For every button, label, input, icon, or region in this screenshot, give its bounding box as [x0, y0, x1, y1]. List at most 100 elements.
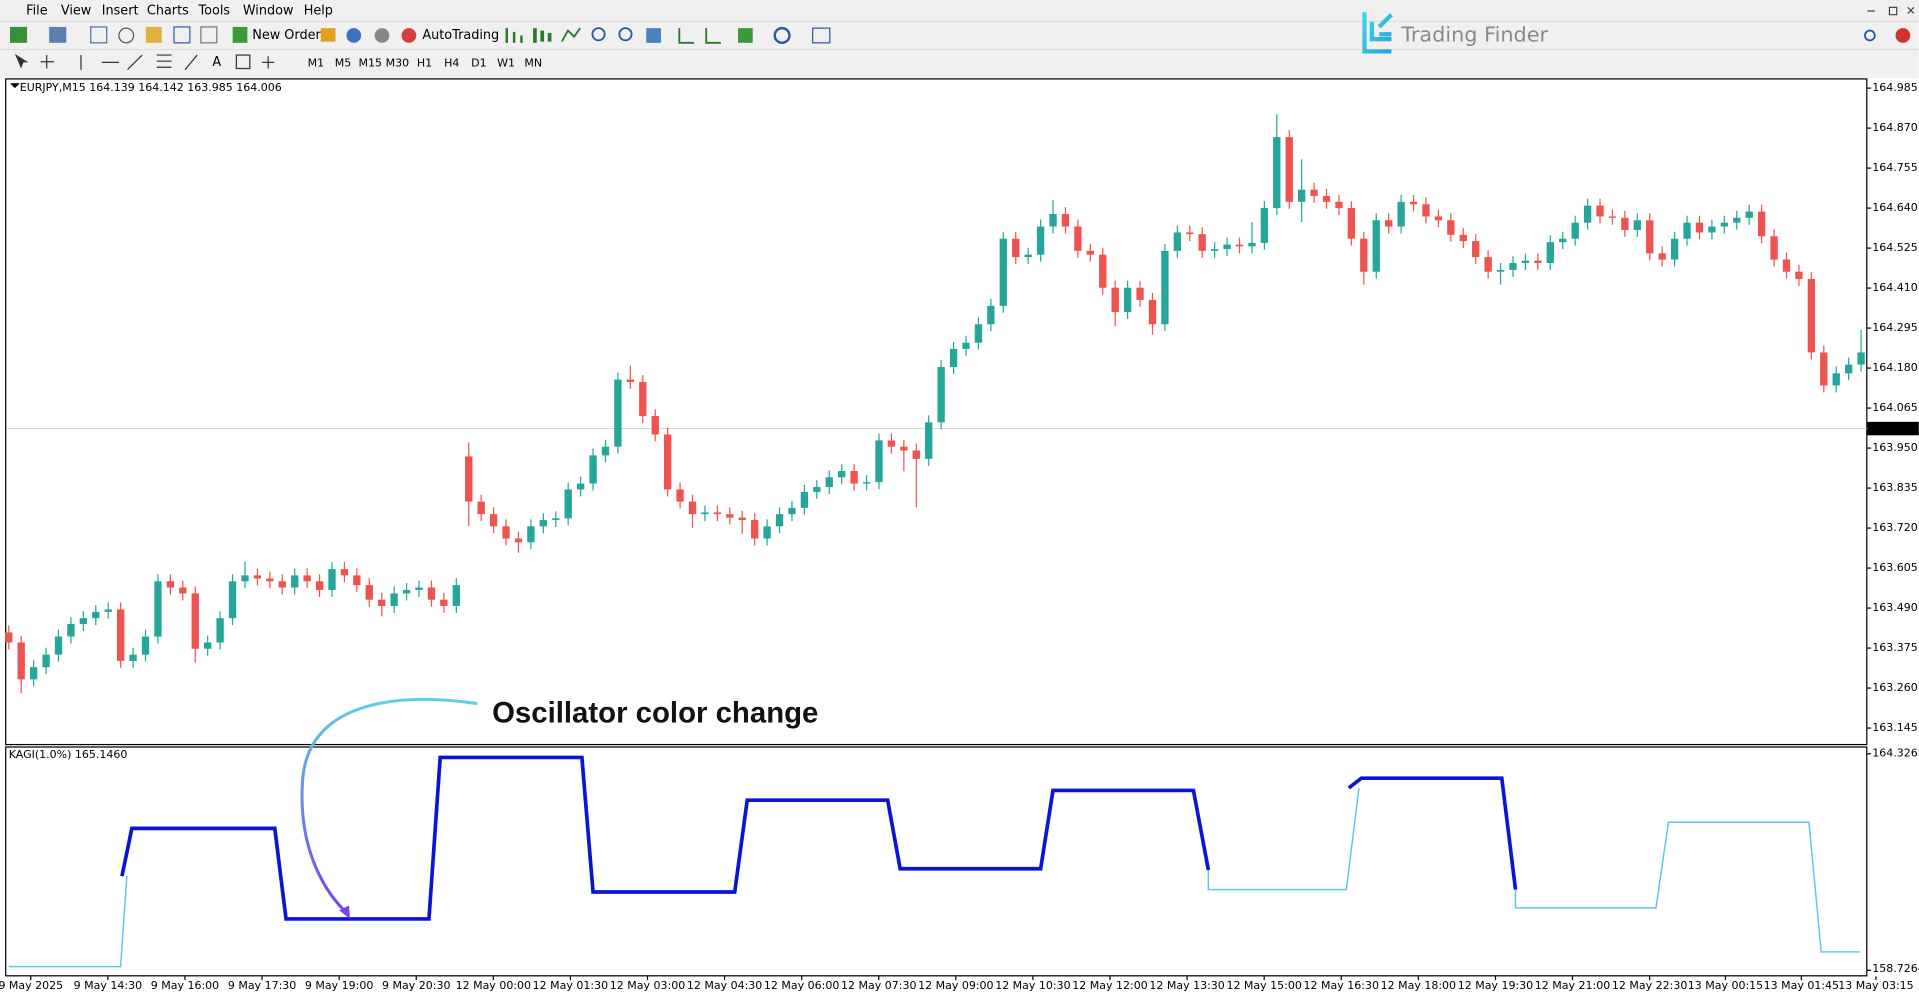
kagi-line	[120, 755, 1518, 921]
candle-body	[663, 434, 672, 490]
candle-body	[1608, 216, 1617, 218]
x-tick-label: 9 May 14:30	[74, 979, 142, 992]
terminal-icon[interactable]	[173, 26, 191, 44]
timeframe-button[interactable]: H1	[417, 57, 432, 70]
candle-body	[1335, 201, 1343, 209]
candle-body	[278, 581, 286, 588]
timeframe-button[interactable]: W1	[497, 57, 515, 70]
candle-body	[1012, 238, 1020, 258]
tester-icon[interactable]	[200, 26, 218, 44]
text-tool[interactable]: A	[212, 55, 221, 70]
drawing-tools[interactable]	[80, 54, 198, 71]
candle-body	[502, 526, 510, 539]
candle-body	[1223, 244, 1231, 250]
candle-body	[465, 456, 473, 502]
new-chart-icon[interactable]	[9, 26, 28, 43]
candle-body	[54, 636, 63, 655]
y-tick-label: 164.065	[1872, 401, 1918, 414]
shift-icon[interactable]	[705, 28, 721, 44]
timeframe-button[interactable]: M30	[386, 57, 410, 70]
signals-icon[interactable]	[346, 28, 362, 43]
templates-icon[interactable]	[812, 27, 831, 44]
autotrading-icon[interactable]	[401, 28, 417, 43]
label-tool[interactable]	[235, 54, 251, 70]
tile-icon[interactable]	[646, 28, 661, 43]
menu-item[interactable]: View	[61, 4, 91, 19]
candle-body	[937, 367, 945, 423]
candle-body	[1472, 241, 1480, 258]
periods-icon[interactable]	[773, 26, 791, 45]
line-icon[interactable]	[561, 27, 581, 43]
candle-body	[29, 667, 38, 680]
candle-body	[1807, 279, 1816, 353]
indicators-icon[interactable]	[738, 28, 753, 43]
menu-item[interactable]: Window	[243, 4, 294, 19]
timeframe-button[interactable]: D1	[471, 57, 486, 70]
price-pane	[5, 78, 1868, 746]
y-tick-label: 163.145	[1872, 721, 1918, 734]
candle-body	[999, 238, 1007, 306]
y-tick-label: 164.985	[1872, 81, 1918, 94]
window-buttons[interactable]	[1867, 6, 1915, 16]
candle-icon[interactable]	[533, 28, 552, 43]
candle-body	[1583, 205, 1592, 223]
menu-item[interactable]: File	[26, 4, 48, 19]
x-tick-label: 9 May 2025	[0, 979, 63, 992]
new-order-icon[interactable]	[232, 26, 248, 43]
cursor-icon[interactable]	[14, 53, 29, 69]
candle-body	[1024, 254, 1032, 258]
candle-body	[900, 446, 908, 451]
candle-body	[1136, 287, 1144, 300]
autotrading-button[interactable]: AutoTrading	[422, 28, 499, 43]
navigator-icon[interactable]	[145, 26, 162, 43]
candle-body	[775, 514, 784, 527]
x-tick-label: 12 May 12:00	[1072, 979, 1147, 992]
notification-icon[interactable]	[1895, 28, 1911, 43]
timeframe-button[interactable]: M15	[358, 57, 381, 70]
menu-item[interactable]: Tools	[198, 4, 231, 19]
y-tick-label: 163.835	[1872, 481, 1918, 494]
zoom-in-icon[interactable]	[591, 27, 606, 42]
candle-body	[912, 450, 920, 459]
x-tick-label: 12 May 06:00	[764, 979, 839, 992]
search-icon[interactable]	[1864, 29, 1876, 42]
candle-body	[974, 324, 983, 343]
candle-body	[129, 654, 137, 661]
candle-body	[315, 581, 324, 590]
autoscroll-icon[interactable]	[678, 28, 694, 44]
candle-body	[788, 507, 796, 515]
profiles-icon[interactable]	[49, 26, 67, 43]
kagi-line	[8, 787, 1860, 968]
market-icon[interactable]	[374, 28, 390, 43]
toolbar: New Order AutoTrading A	[9, 26, 831, 71]
timeframes: M1 M5 M15 M30 H1 H4 D1 W1 MN	[308, 57, 542, 70]
new-order-button[interactable]: New Order	[252, 28, 321, 43]
bar-chart-icon[interactable]	[505, 28, 523, 43]
y-tick-label: 164.755	[1872, 161, 1918, 174]
timeframe-button[interactable]: MN	[524, 57, 542, 70]
zoom-out-icon[interactable]	[618, 27, 633, 42]
menu-item[interactable]: Charts	[147, 4, 189, 19]
window-controls	[1864, 6, 1915, 43]
timeframe-button[interactable]: M5	[335, 57, 351, 70]
timeframe-button[interactable]: M1	[308, 57, 325, 70]
candle-body	[1148, 299, 1157, 325]
crosshair-icon[interactable]	[40, 55, 55, 69]
market-watch-icon[interactable]	[90, 26, 108, 44]
menu-item[interactable]: Help	[304, 4, 333, 19]
candle-body	[962, 342, 970, 349]
arrows-tool[interactable]	[262, 56, 275, 69]
data-window-icon[interactable]	[118, 27, 135, 44]
candle-body	[1670, 238, 1679, 260]
x-tick-label: 12 May 13:30	[1149, 979, 1224, 992]
metaeditor-icon[interactable]	[320, 28, 336, 42]
candle-body	[1322, 195, 1331, 202]
x-tick-label: 12 May 10:30	[995, 979, 1070, 992]
candle-body	[402, 589, 411, 594]
candle-body	[564, 489, 572, 519]
candle-body	[862, 482, 871, 484]
menu-item[interactable]: Insert	[102, 4, 139, 19]
candle-body	[1297, 189, 1306, 202]
candle-body	[340, 569, 349, 576]
timeframe-button[interactable]: H4	[444, 57, 459, 70]
